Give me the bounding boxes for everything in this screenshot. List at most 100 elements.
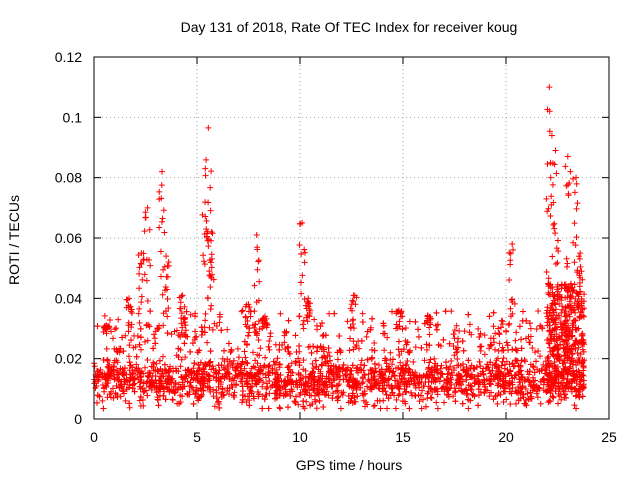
data-point bbox=[451, 327, 458, 334]
data-point bbox=[111, 375, 118, 382]
data-point bbox=[333, 388, 340, 395]
data-point bbox=[434, 391, 441, 398]
data-point bbox=[534, 394, 541, 401]
data-point bbox=[160, 373, 167, 380]
data-point bbox=[443, 376, 450, 383]
data-point bbox=[301, 259, 308, 266]
data-point bbox=[402, 324, 409, 331]
data-point bbox=[292, 358, 299, 365]
data-point bbox=[354, 380, 361, 387]
data-point bbox=[578, 360, 585, 367]
data-point bbox=[178, 356, 185, 363]
data-point bbox=[487, 341, 494, 348]
data-point bbox=[254, 388, 261, 395]
data-point bbox=[276, 361, 283, 368]
data-point bbox=[371, 402, 378, 409]
data-point bbox=[433, 309, 440, 316]
data-point bbox=[558, 379, 565, 386]
data-point bbox=[109, 335, 116, 342]
data-point bbox=[125, 304, 132, 311]
data-point bbox=[307, 402, 314, 409]
data-point bbox=[371, 347, 378, 354]
data-point bbox=[195, 397, 202, 404]
data-point bbox=[426, 331, 433, 338]
data-point bbox=[224, 387, 231, 394]
data-point bbox=[463, 364, 470, 371]
data-point bbox=[384, 334, 391, 341]
data-point bbox=[545, 275, 552, 282]
data-point bbox=[144, 372, 151, 379]
data-point bbox=[480, 370, 487, 377]
data-point bbox=[249, 378, 256, 385]
data-point bbox=[160, 322, 167, 329]
data-point bbox=[211, 369, 218, 376]
data-point bbox=[245, 308, 252, 315]
data-point bbox=[286, 350, 293, 357]
data-point bbox=[95, 378, 102, 385]
data-point bbox=[487, 370, 494, 377]
data-point bbox=[234, 345, 241, 352]
data-point bbox=[215, 377, 222, 384]
data-point bbox=[162, 370, 169, 377]
x-tick-label: 20 bbox=[498, 429, 514, 445]
data-point bbox=[182, 322, 189, 329]
data-point bbox=[422, 403, 429, 410]
data-point bbox=[565, 354, 572, 361]
data-point bbox=[224, 368, 231, 375]
data-point bbox=[494, 375, 501, 382]
data-point bbox=[350, 325, 357, 332]
data-point bbox=[500, 382, 507, 389]
data-point bbox=[549, 327, 556, 334]
data-point bbox=[562, 163, 569, 170]
data-point bbox=[179, 324, 186, 331]
data-point bbox=[126, 381, 133, 388]
data-point bbox=[100, 405, 107, 412]
data-point bbox=[454, 339, 461, 346]
data-point bbox=[344, 318, 351, 325]
data-point bbox=[251, 324, 258, 331]
data-point bbox=[306, 313, 313, 320]
data-point bbox=[518, 357, 525, 364]
data-point bbox=[408, 378, 415, 385]
data-point bbox=[298, 290, 305, 297]
data-point bbox=[313, 363, 320, 370]
data-point bbox=[157, 273, 164, 280]
data-point bbox=[171, 390, 178, 397]
data-point bbox=[296, 392, 303, 399]
data-point bbox=[544, 381, 551, 388]
data-point bbox=[552, 147, 559, 154]
data-point bbox=[580, 377, 587, 384]
data-point bbox=[141, 338, 148, 345]
data-point bbox=[254, 266, 261, 273]
data-point bbox=[471, 393, 478, 400]
data-point bbox=[320, 332, 327, 339]
data-point bbox=[161, 361, 168, 368]
data-point bbox=[304, 318, 311, 325]
data-point bbox=[232, 382, 239, 389]
data-point bbox=[210, 393, 217, 400]
data-point bbox=[334, 397, 341, 404]
data-point bbox=[160, 207, 167, 214]
data-point bbox=[464, 390, 471, 397]
data-point bbox=[439, 371, 446, 378]
data-point bbox=[557, 342, 564, 349]
data-point bbox=[300, 398, 307, 405]
data-point bbox=[466, 329, 473, 336]
data-point bbox=[575, 325, 582, 332]
data-point bbox=[518, 388, 525, 395]
data-point bbox=[283, 328, 290, 335]
data-point bbox=[138, 299, 145, 306]
data-point bbox=[550, 394, 557, 401]
data-point bbox=[242, 314, 249, 321]
data-point bbox=[110, 364, 117, 371]
data-point bbox=[571, 402, 578, 409]
data-point bbox=[405, 377, 412, 384]
data-point bbox=[460, 361, 467, 368]
data-point bbox=[389, 356, 396, 363]
data-point bbox=[369, 346, 376, 353]
data-point bbox=[516, 376, 523, 383]
data-point bbox=[506, 276, 513, 283]
data-point bbox=[573, 361, 580, 368]
data-point bbox=[146, 226, 153, 233]
